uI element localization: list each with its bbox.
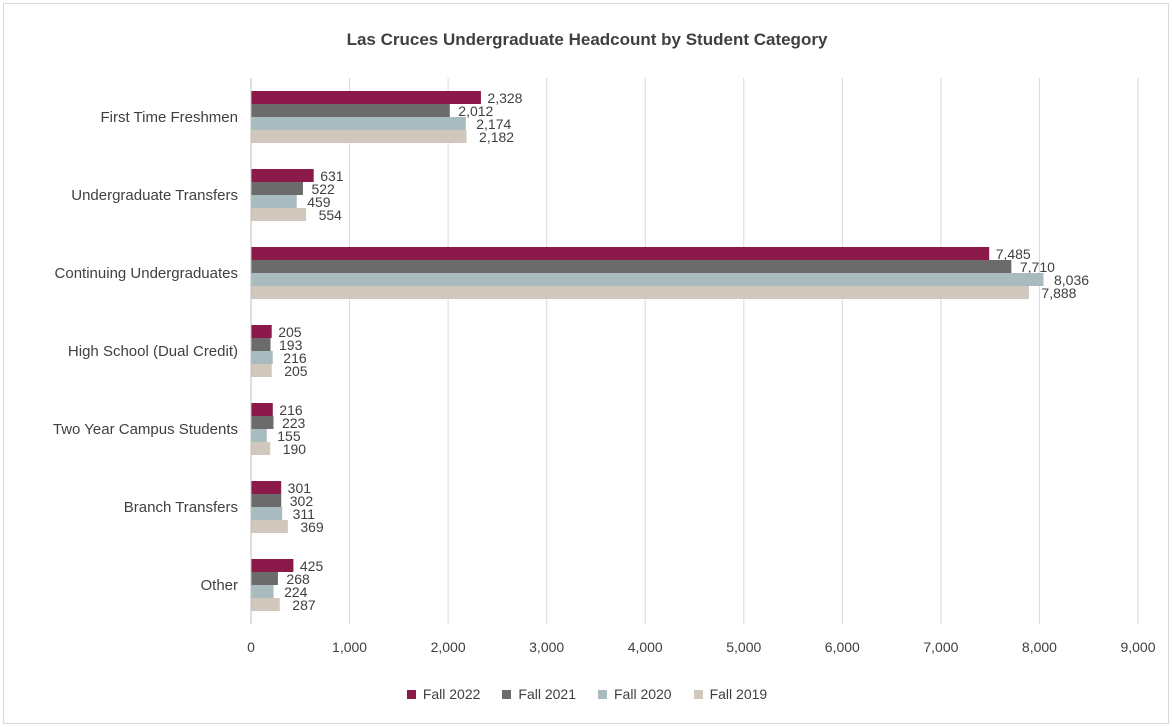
x-tick-label: 6,000 xyxy=(825,639,860,655)
x-tick-label: 1,000 xyxy=(332,639,367,655)
category-label: Two Year Campus Students xyxy=(53,421,238,438)
data-label: 224 xyxy=(284,584,308,600)
legend-swatch xyxy=(598,689,607,699)
data-label: 369 xyxy=(300,519,324,535)
bar xyxy=(251,169,314,182)
data-label: 2,174 xyxy=(476,116,511,132)
legend-label: Fall 2022 xyxy=(422,686,481,702)
data-label: 554 xyxy=(319,207,343,223)
x-tick-label: 8,000 xyxy=(1022,639,1057,655)
bar xyxy=(251,91,481,104)
bar xyxy=(251,286,1029,299)
bar xyxy=(251,481,282,494)
bar xyxy=(251,442,271,455)
bar xyxy=(251,104,450,117)
legend-item: Fall 2022 xyxy=(406,686,481,702)
data-label: 2,182 xyxy=(479,129,514,145)
data-label: 8,036 xyxy=(1054,272,1089,288)
bar xyxy=(251,260,1012,273)
data-label: 205 xyxy=(278,324,302,340)
legend-item: Fall 2021 xyxy=(502,686,576,702)
x-tick-label: 4,000 xyxy=(628,639,663,655)
bar xyxy=(251,182,303,195)
legend-swatch xyxy=(406,689,416,699)
legend-item: Fall 2020 xyxy=(598,686,672,702)
data-label: 7,888 xyxy=(1041,285,1076,301)
chart-title: Las Cruces Undergraduate Headcount by St… xyxy=(346,30,828,49)
data-label: 287 xyxy=(292,597,316,613)
legend-item: Fall 2019 xyxy=(693,686,768,702)
data-label: 7,710 xyxy=(1020,259,1055,275)
legend-label: Fall 2019 xyxy=(709,686,768,702)
category-label: High School (Dual Credit) xyxy=(68,343,238,360)
chart-legend: Fall 2022 Fall 2021 Fall 2020 Fall 2019 xyxy=(4,686,1170,702)
legend-label: Fall 2021 xyxy=(518,686,576,702)
category-label: First Time Freshmen xyxy=(100,109,238,126)
bar xyxy=(251,572,278,585)
data-label: 216 xyxy=(283,350,307,366)
data-label: 301 xyxy=(288,480,312,496)
bar xyxy=(251,585,274,598)
category-label: Branch Transfers xyxy=(124,499,238,516)
data-label: 2,328 xyxy=(487,90,522,106)
x-tick-label: 3,000 xyxy=(529,639,564,655)
bar xyxy=(251,273,1044,286)
bar xyxy=(251,325,272,338)
data-label: 155 xyxy=(277,428,301,444)
data-label: 216 xyxy=(279,402,303,418)
bar xyxy=(251,507,283,520)
chart-frame: Las Cruces Undergraduate Headcount by St… xyxy=(3,3,1169,724)
data-label: 425 xyxy=(300,558,324,574)
legend-label: Fall 2020 xyxy=(614,686,672,702)
bar xyxy=(251,208,307,221)
data-label: 302 xyxy=(290,493,314,509)
bar xyxy=(251,403,273,416)
category-label: Other xyxy=(200,577,238,594)
bar xyxy=(251,195,297,208)
data-label: 193 xyxy=(279,337,303,353)
data-label: 631 xyxy=(320,168,344,184)
legend-swatch xyxy=(693,689,703,699)
bar xyxy=(251,364,272,377)
data-label: 223 xyxy=(282,415,306,431)
data-label: 459 xyxy=(307,194,331,210)
bar xyxy=(251,247,990,260)
bar xyxy=(251,598,280,611)
data-label: 268 xyxy=(286,571,310,587)
data-label: 311 xyxy=(293,506,316,522)
bar xyxy=(251,130,467,143)
bar xyxy=(251,520,288,533)
bar xyxy=(251,559,294,572)
legend-swatch xyxy=(502,689,512,699)
data-label: 7,485 xyxy=(996,246,1031,262)
bar xyxy=(251,338,271,351)
chart-plot: 0 1,000 2,000 3,000 4,000 5,000 6,000 7,000 8,00… xyxy=(53,78,1156,655)
x-tick-label: 7,000 xyxy=(923,639,958,655)
x-tick-label: 9,000 xyxy=(1120,639,1155,655)
data-label: 190 xyxy=(283,441,307,457)
bar xyxy=(251,351,273,364)
bar xyxy=(251,494,282,507)
x-tick-label: 5,000 xyxy=(726,639,761,655)
data-label: 522 xyxy=(311,181,335,197)
bar xyxy=(251,117,466,130)
x-tick-label: 2,000 xyxy=(431,639,466,655)
category-label: Undergraduate Transfers xyxy=(71,187,238,204)
x-tick-label: 0 xyxy=(247,639,255,655)
bar xyxy=(251,416,274,429)
data-label: 2,012 xyxy=(458,103,493,119)
data-label: 205 xyxy=(284,363,308,379)
category-label: Continuing Undergraduates xyxy=(55,265,238,282)
bar xyxy=(251,429,267,442)
